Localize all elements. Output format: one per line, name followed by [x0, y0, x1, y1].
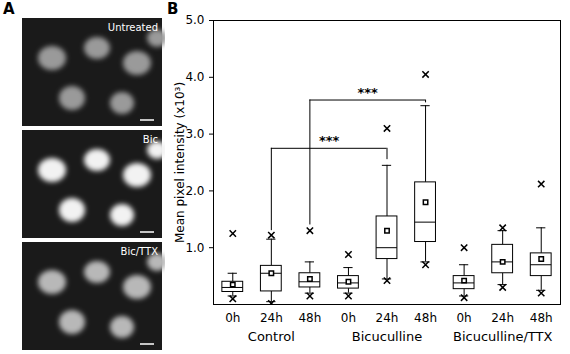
svg-text:48h: 48h: [530, 311, 553, 325]
svg-text:48h: 48h: [298, 311, 321, 325]
svg-text:Bic/TTX: Bic/TTX: [121, 246, 159, 257]
svg-text:24h: 24h: [491, 311, 514, 325]
svg-text:0h: 0h: [225, 311, 240, 325]
svg-text:24h: 24h: [376, 311, 399, 325]
svg-text:Control: Control: [248, 329, 295, 344]
svg-text:5.0: 5.0: [185, 13, 204, 27]
svg-text:0h: 0h: [456, 311, 471, 325]
svg-text:Bicuculline: Bicuculline: [352, 329, 422, 344]
svg-text:Bic: Bic: [143, 134, 158, 145]
svg-text:48h: 48h: [414, 311, 437, 325]
svg-text:0h: 0h: [341, 311, 356, 325]
svg-text:Bicuculline/TTX: Bicuculline/TTX: [453, 329, 552, 344]
svg-text:1.0: 1.0: [185, 241, 204, 255]
html-text:A: A: [3, 0, 15, 18]
svg-text:Mean pixel intensity (x10³): Mean pixel intensity (x10³): [173, 82, 187, 243]
svg-text:***: ***: [358, 85, 379, 100]
html-text:B: B: [167, 0, 179, 18]
svg-text:24h: 24h: [260, 311, 283, 325]
svg-text:Untreated: Untreated: [108, 22, 158, 33]
svg-text:3.0: 3.0: [185, 127, 204, 141]
svg-text:***: ***: [319, 133, 340, 148]
svg-text:2.0: 2.0: [185, 184, 204, 198]
svg-text:4.0: 4.0: [185, 70, 204, 84]
